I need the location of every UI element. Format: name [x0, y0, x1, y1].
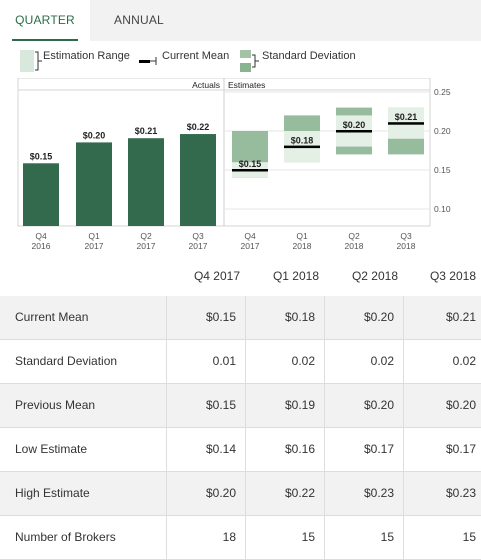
legend-sd-bracket — [252, 54, 259, 68]
table-cell: 0.02 — [324, 340, 403, 383]
estimate-value-label: $0.15 — [239, 159, 262, 169]
table-cell: $0.23 — [403, 472, 481, 515]
table-cell: $0.18 — [245, 296, 324, 339]
x-tick-quarter: Q2 — [140, 231, 152, 241]
estimates-label: Estimates — [228, 80, 265, 90]
table-row: Number of Brokers 18 15 15 15 — [0, 516, 481, 560]
period-tabs: QUARTER ANNUAL — [0, 0, 481, 41]
estimate-mean-line — [336, 130, 372, 133]
table-cell: $0.14 — [166, 428, 245, 471]
y-tick-label: 0.25 — [434, 87, 451, 97]
column-header: Q4 2017 — [193, 269, 240, 283]
estimate-value-label: $0.18 — [291, 136, 314, 146]
table-cell: $0.23 — [324, 472, 403, 515]
legend-sd-label: Standard Deviation — [262, 50, 356, 62]
actual-value-label: $0.15 — [30, 151, 53, 161]
row-label: Previous Mean — [15, 398, 96, 412]
table-cell: 15 — [403, 516, 481, 559]
x-tick-quarter: Q3 — [192, 231, 204, 241]
table-cell: $0.21 — [403, 296, 481, 339]
x-tick-quarter: Q1 — [88, 231, 100, 241]
x-tick-quarter: Q4 — [244, 231, 256, 241]
estimate-mean-line — [232, 169, 268, 172]
actual-value-label: $0.22 — [187, 122, 210, 132]
table-cell: $0.20 — [324, 384, 403, 427]
table-cell: $0.22 — [245, 472, 324, 515]
row-label: Number of Brokers — [15, 530, 116, 544]
x-tick-year: 2018 — [293, 241, 312, 251]
actual-bar — [180, 134, 216, 226]
table-cell: $0.15 — [166, 384, 245, 427]
tab-annual[interactable]: ANNUAL — [114, 13, 164, 27]
table-cell: $0.20 — [324, 296, 403, 339]
row-label: High Estimate — [15, 486, 90, 500]
estimate-value-label: $0.21 — [395, 112, 418, 122]
table-cell: $0.16 — [245, 428, 324, 471]
legend-sd-swatch-top — [240, 50, 251, 58]
table-row: High Estimate $0.20 $0.22 $0.23 $0.23 — [0, 472, 481, 516]
table-row: Standard Deviation 0.01 0.02 0.02 0.02 — [0, 340, 481, 384]
row-label: Standard Deviation — [15, 354, 118, 368]
actual-bar — [128, 138, 164, 226]
actual-bar — [23, 163, 59, 226]
column-header: Q1 2018 — [272, 269, 319, 283]
column-header: Q3 2018 — [429, 269, 476, 283]
x-tick-quarter: Q2 — [348, 231, 360, 241]
table-cell: $0.17 — [324, 428, 403, 471]
table-cell: 0.01 — [166, 340, 245, 383]
x-tick-year: 2017 — [241, 241, 260, 251]
column-header: Q2 2018 — [351, 269, 398, 283]
x-tick-quarter: Q3 — [400, 231, 412, 241]
actual-value-label: $0.21 — [135, 126, 158, 136]
actual-bar — [76, 142, 112, 226]
x-tick-quarter: Q1 — [296, 231, 308, 241]
table-cell: 15 — [324, 516, 403, 559]
table-row: Previous Mean $0.15 $0.19 $0.20 $0.20 — [0, 384, 481, 428]
table-cell: $0.17 — [403, 428, 481, 471]
table-cell: 0.02 — [403, 340, 481, 383]
row-label: Low Estimate — [15, 442, 88, 456]
legend-range-label: Estimation Range — [43, 50, 130, 62]
legend-sd-swatch-bottom — [240, 63, 251, 72]
estimate-mean-line — [284, 145, 320, 149]
chart-legend: Estimation Range Current Mean Standard D… — [0, 46, 481, 74]
x-tick-year: 2017 — [85, 241, 104, 251]
estimate-mean-line — [388, 122, 424, 125]
table-cell: 15 — [245, 516, 324, 559]
row-label: Current Mean — [15, 310, 89, 324]
y-tick-label: 0.10 — [434, 204, 451, 214]
table-cell: 0.02 — [245, 340, 324, 383]
table-cell: 18 — [166, 516, 245, 559]
legend-range-bracket — [35, 51, 42, 71]
tab-quarter[interactable]: QUARTER — [0, 0, 90, 41]
estimate-value-label: $0.20 — [343, 120, 366, 130]
table-cell: $0.20 — [166, 472, 245, 515]
table-row: Low Estimate $0.14 $0.16 $0.17 $0.17 — [0, 428, 481, 472]
legend-mean-swatch — [139, 60, 150, 63]
legend-mean-bracket — [150, 57, 157, 65]
estimates-table: Current Mean $0.15 $0.18 $0.20 $0.21 Standard… — [0, 296, 481, 560]
table-cell: $0.19 — [245, 384, 324, 427]
x-tick-quarter: Q4 — [35, 231, 47, 241]
legend-swatches — [20, 50, 259, 72]
legend-range-swatch — [20, 50, 34, 72]
x-tick-year: 2018 — [397, 241, 416, 251]
actual-value-label: $0.20 — [83, 130, 106, 140]
x-tick-year: 2016 — [32, 241, 51, 251]
x-tick-year: 2017 — [189, 241, 208, 251]
actuals-label: Actuals — [192, 80, 220, 90]
x-tick-year: 2017 — [137, 241, 156, 251]
y-tick-label: 0.15 — [434, 165, 451, 175]
x-tick-year: 2018 — [345, 241, 364, 251]
y-tick-label: 0.20 — [434, 126, 451, 136]
table-row: Current Mean $0.15 $0.18 $0.20 $0.21 — [0, 296, 481, 340]
table-cell: $0.20 — [403, 384, 481, 427]
legend-mean-label: Current Mean — [162, 50, 230, 62]
table-cell: $0.15 — [166, 296, 245, 339]
